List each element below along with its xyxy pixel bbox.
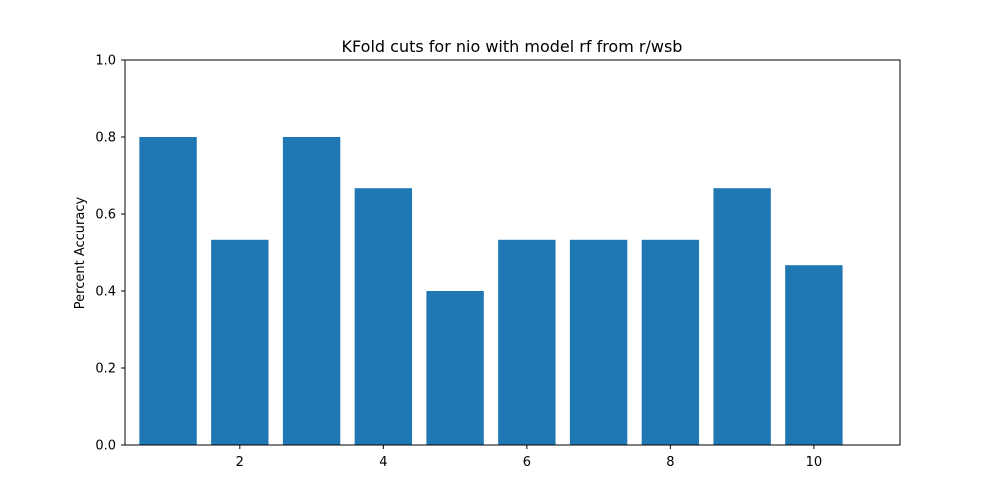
- bar-1: [139, 137, 197, 445]
- y-tick-label: 0.0: [95, 439, 116, 454]
- bar-2: [211, 239, 269, 445]
- chart-title: KFold cuts for nio with model rf from r/…: [342, 37, 683, 56]
- bar-6: [498, 239, 556, 445]
- bar-9: [713, 188, 771, 445]
- x-tick-label: 4: [379, 455, 387, 470]
- plot-area-frame: [124, 59, 901, 446]
- y-axis-label: Percent Accuracy: [73, 196, 88, 309]
- bar-4: [354, 188, 413, 445]
- y-tick-label: 0.8: [95, 131, 116, 146]
- x-tick-label: 8: [666, 455, 674, 470]
- bar-5: [426, 291, 484, 445]
- x-tick-label: 6: [523, 455, 531, 470]
- y-tick-label: 0.6: [95, 208, 116, 223]
- x-tick-label: 10: [806, 455, 823, 470]
- bar-10: [785, 265, 843, 445]
- bar-3: [282, 137, 341, 445]
- bar-8: [641, 239, 700, 445]
- y-tick-label: 0.4: [95, 285, 116, 300]
- y-tick-label: 1.0: [95, 54, 116, 69]
- bar-7: [569, 239, 628, 445]
- y-tick-label: 0.2: [95, 362, 116, 377]
- bars-layer: [139, 137, 843, 445]
- x-tick-label: 2: [236, 455, 244, 470]
- ticks-layer: 0.0 0.2 0.4 0.6 0.8 1.0 2 4 6 8 10: [95, 54, 822, 471]
